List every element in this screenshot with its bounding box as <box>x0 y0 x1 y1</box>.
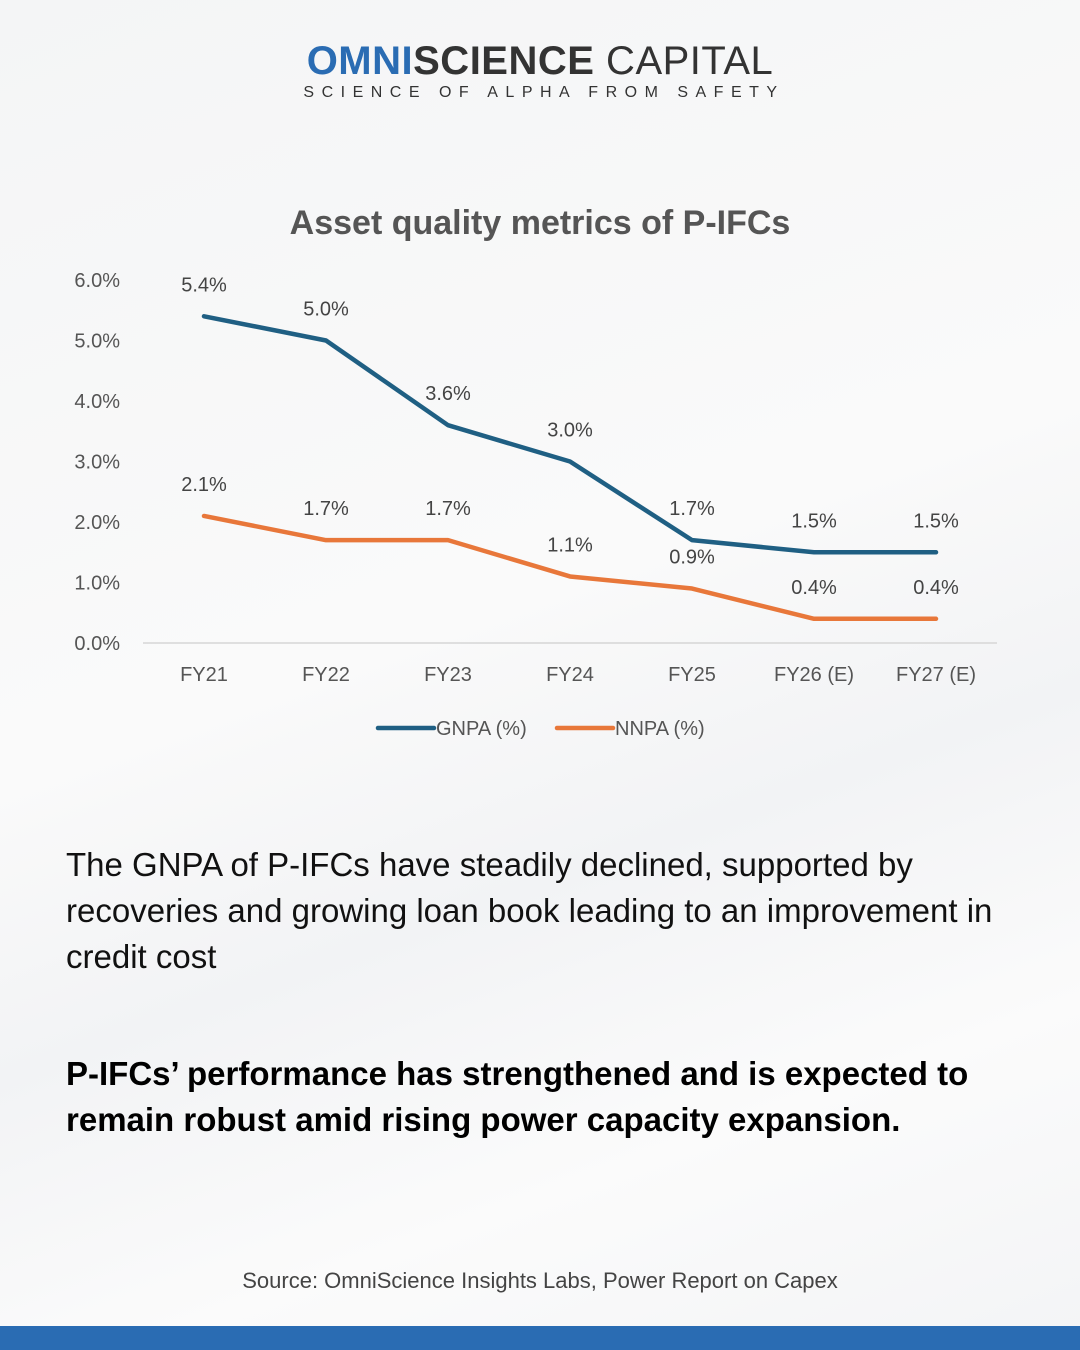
body-text: The GNPA of P-IFCs have steadily decline… <box>66 846 993 975</box>
data-label-gnpa: 1.5% <box>791 510 837 532</box>
data-label-gnpa: 1.5% <box>913 510 959 532</box>
legend-nnpa-label: NNPA (%) <box>615 718 705 740</box>
x-tick-label: FY23 <box>424 664 472 686</box>
brand-logo: OMNISCIENCE CAPITAL SCIENCE OF ALPHA FRO… <box>0 38 1080 102</box>
data-label-nnpa: 2.1% <box>181 474 227 496</box>
data-label-nnpa: 0.4% <box>791 577 837 599</box>
data-label-gnpa: 5.0% <box>303 299 349 321</box>
x-tick-label: FY26 (E) <box>774 664 854 686</box>
legend-gnpa-label: GNPA (%) <box>436 718 527 740</box>
data-label-nnpa: 1.7% <box>303 498 349 520</box>
data-label-gnpa: 3.0% <box>547 420 593 442</box>
y-tick-label: 2.0% <box>74 512 120 534</box>
y-tick-label: 5.0% <box>74 331 120 353</box>
x-tick-label: FY22 <box>302 664 350 686</box>
highlight-text: P-IFCs’ performance has strengthened and… <box>66 1055 969 1138</box>
data-label-gnpa: 3.6% <box>425 383 471 405</box>
chart-title: Asset quality metrics of P-IFCs <box>290 204 791 242</box>
x-tick-label: FY27 (E) <box>896 664 976 686</box>
y-tick-label: 4.0% <box>74 391 120 413</box>
bottom-accent-bar <box>0 1326 1080 1350</box>
y-tick-label: 6.0% <box>74 270 120 292</box>
y-tick-label: 3.0% <box>74 452 120 474</box>
line-chart: Asset quality metrics of P-IFCs 0.0% 1.0% 2… <box>74 204 997 740</box>
brand-name-omni: OMNI <box>306 39 414 83</box>
data-label-nnpa: 1.7% <box>425 498 471 520</box>
source-note: Source: OmniScience Insights Labs, Power… <box>242 1268 838 1293</box>
series-line-gnpa <box>201 314 939 555</box>
data-label-gnpa: 5.4% <box>181 274 227 296</box>
brand-name-capital: CAPITAL <box>594 39 774 83</box>
brand-tagline: SCIENCE OF ALPHA FROM SAFETY <box>303 84 785 101</box>
x-tick-label: FY25 <box>668 664 716 686</box>
data-label-nnpa: 0.9% <box>669 547 715 569</box>
brand-name-science: SCIENCE <box>413 39 595 83</box>
x-tick-label: FY24 <box>546 664 594 686</box>
y-tick-label: 0.0% <box>74 633 120 655</box>
series-line-nnpa <box>201 513 939 622</box>
data-label-nnpa: 1.1% <box>547 534 593 556</box>
data-label-gnpa: 1.7% <box>669 498 715 520</box>
y-tick-label: 1.0% <box>74 573 120 595</box>
brand-name: OMNISCIENCE CAPITAL <box>0 38 1080 84</box>
x-tick-label: FY21 <box>180 664 228 686</box>
data-label-nnpa: 0.4% <box>913 577 959 599</box>
